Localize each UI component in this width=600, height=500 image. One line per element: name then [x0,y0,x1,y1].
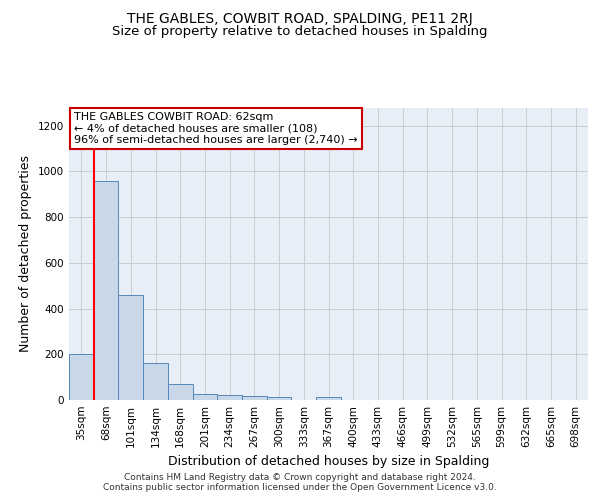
Text: Size of property relative to detached houses in Spalding: Size of property relative to detached ho… [112,25,488,38]
Y-axis label: Number of detached properties: Number of detached properties [19,155,32,352]
Bar [217,396,242,400]
Bar [193,394,217,400]
Bar [267,398,292,400]
Text: THE GABLES COWBIT ROAD: 62sqm
← 4% of detached houses are smaller (108)
96% of s: THE GABLES COWBIT ROAD: 62sqm ← 4% of de… [74,112,358,145]
Text: Contains HM Land Registry data © Crown copyright and database right 2024.
Contai: Contains HM Land Registry data © Crown c… [103,473,497,492]
Bar [94,180,118,400]
X-axis label: Distribution of detached houses by size in Spalding: Distribution of detached houses by size … [168,456,489,468]
Bar [316,397,341,400]
Text: THE GABLES, COWBIT ROAD, SPALDING, PE11 2RJ: THE GABLES, COWBIT ROAD, SPALDING, PE11 … [127,12,473,26]
Bar [118,295,143,400]
Bar [143,364,168,400]
Bar [69,354,94,400]
Bar [168,384,193,400]
Bar [242,396,267,400]
